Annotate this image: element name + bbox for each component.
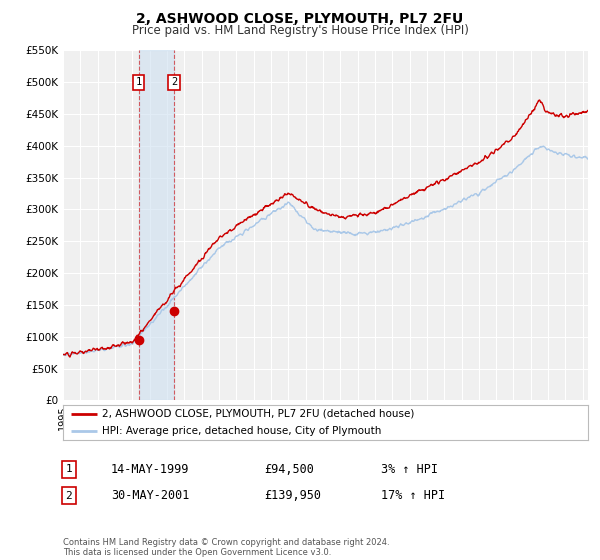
Text: 2, ASHWOOD CLOSE, PLYMOUTH, PL7 2FU (detached house): 2, ASHWOOD CLOSE, PLYMOUTH, PL7 2FU (det… (103, 409, 415, 418)
Text: 1: 1 (65, 464, 73, 474)
Text: 2, ASHWOOD CLOSE, PLYMOUTH, PL7 2FU: 2, ASHWOOD CLOSE, PLYMOUTH, PL7 2FU (136, 12, 464, 26)
Text: £94,500: £94,500 (264, 463, 314, 476)
Text: Contains HM Land Registry data © Crown copyright and database right 2024.
This d: Contains HM Land Registry data © Crown c… (63, 538, 389, 557)
Bar (139, 50, 174, 400)
Text: 30-MAY-2001: 30-MAY-2001 (111, 489, 190, 502)
Text: 1: 1 (136, 77, 142, 87)
Text: Price paid vs. HM Land Registry's House Price Index (HPI): Price paid vs. HM Land Registry's House … (131, 24, 469, 36)
Text: 14-MAY-1999: 14-MAY-1999 (111, 463, 190, 476)
Text: 2: 2 (65, 491, 73, 501)
Text: 3% ↑ HPI: 3% ↑ HPI (381, 463, 438, 476)
Text: HPI: Average price, detached house, City of Plymouth: HPI: Average price, detached house, City… (103, 426, 382, 436)
Text: 17% ↑ HPI: 17% ↑ HPI (381, 489, 445, 502)
Text: 2: 2 (171, 77, 177, 87)
Text: £139,950: £139,950 (264, 489, 321, 502)
